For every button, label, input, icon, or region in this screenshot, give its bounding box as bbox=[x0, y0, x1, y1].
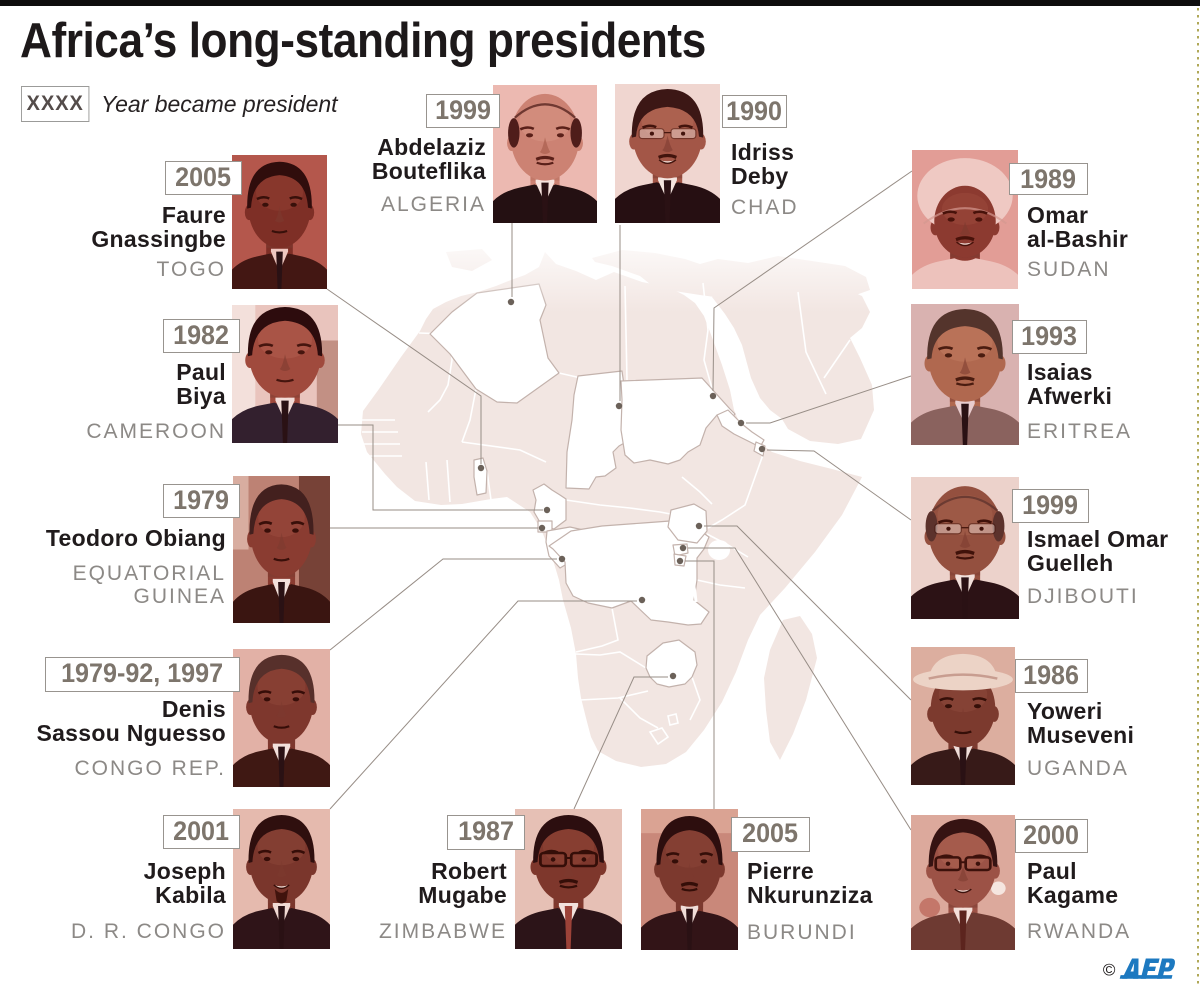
svg-text:©: © bbox=[1103, 961, 1116, 980]
